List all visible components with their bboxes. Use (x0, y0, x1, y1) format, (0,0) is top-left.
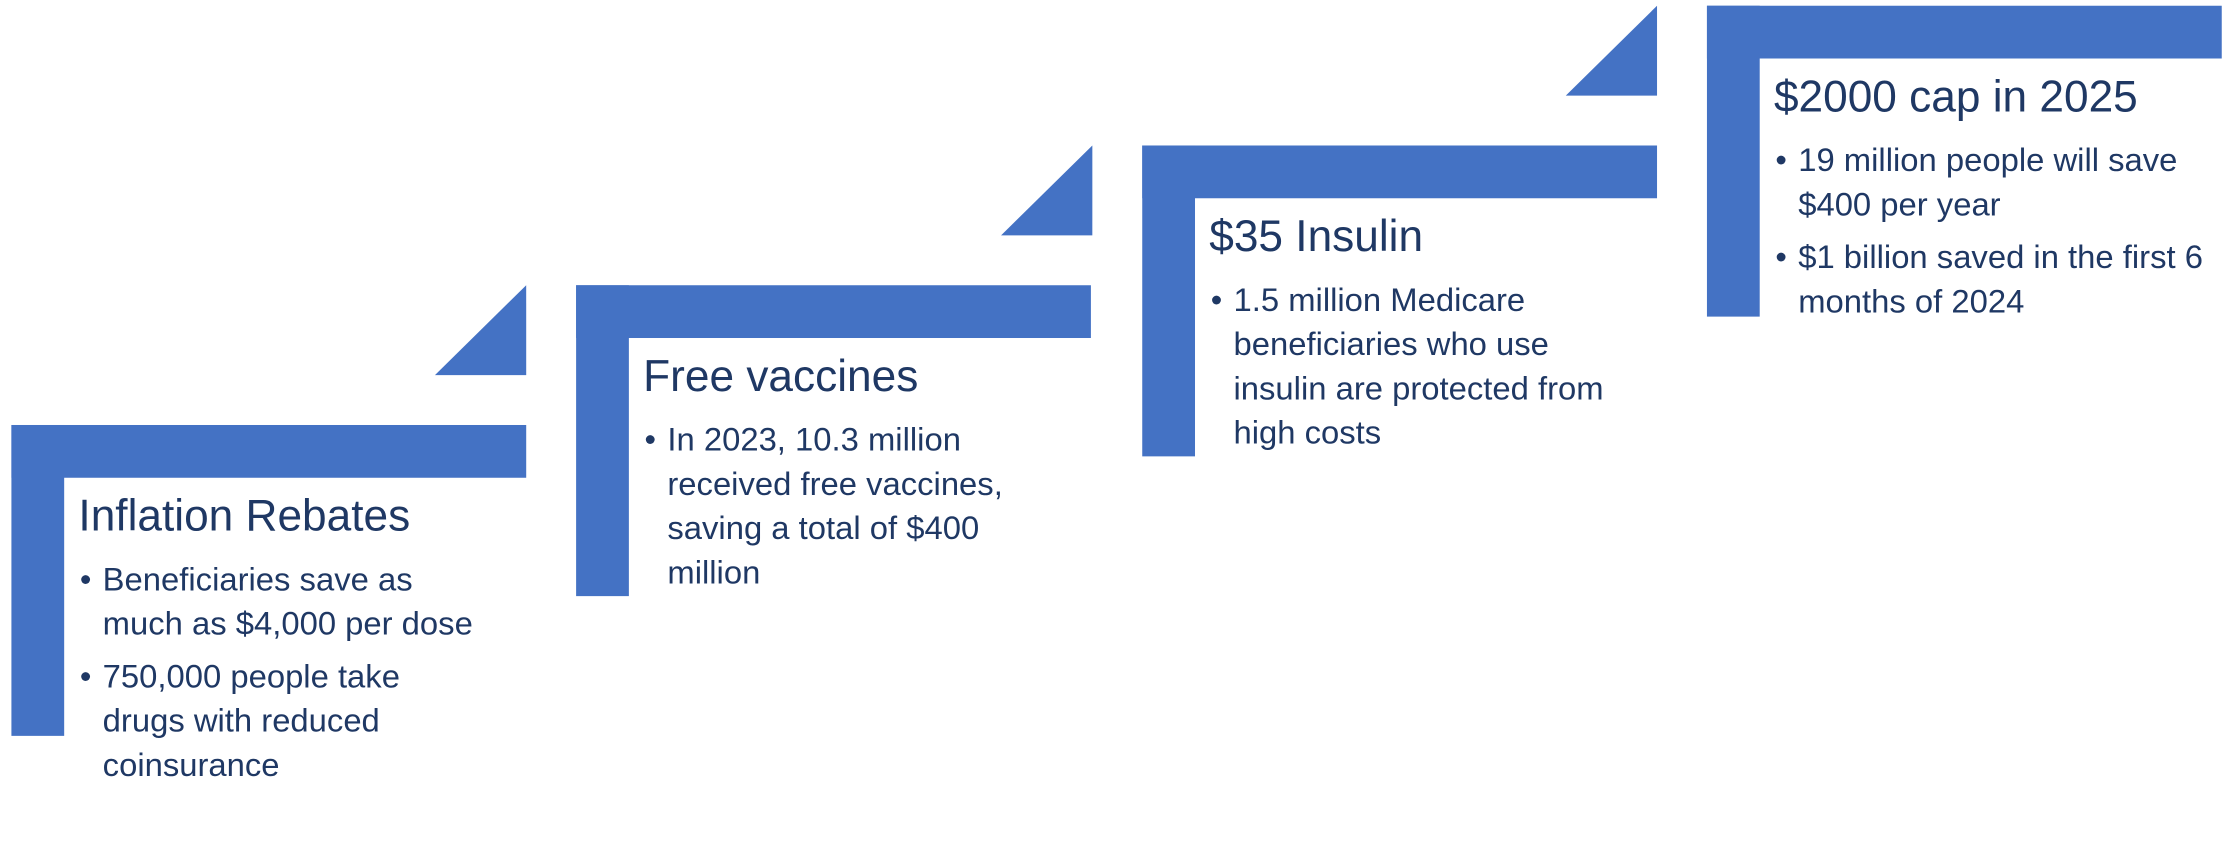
bullet: 1.5 million Medicare beneficiaries who u… (1211, 278, 1619, 455)
step-block: $35 Insulin 1.5 million Medicare benefici… (1209, 210, 1651, 455)
bullet: $1 billion saved in the first 6 months o… (1775, 235, 2226, 323)
bullet: 750,000 people take drugs with reduced c… (80, 655, 481, 788)
step-arrow (434, 285, 527, 376)
step: Free vaccines In 2023, 10.3 million recei… (576, 145, 1099, 720)
step-title: Free vaccines (643, 350, 919, 401)
step-bar-horizontal (11, 424, 527, 478)
step-text: $35 Insulin 1.5 million Medicare benefici… (1209, 210, 1651, 581)
step: $2000 cap in 2025 19 million people will … (1707, 6, 2236, 441)
bullet-list: In 2023, 10.3 million received free vacc… (643, 418, 1067, 595)
step: $35 Insulin 1.5 million Medicare benefici… (1142, 6, 1657, 581)
step-title: $2000 cap in 2025 (1773, 71, 2138, 122)
step-bar-vertical (1706, 5, 1760, 317)
bullet: Beneficiaries save as much as $4,000 per… (80, 558, 481, 646)
step-bar-horizontal (576, 285, 1091, 339)
step-title: Inflation Rebates (78, 490, 411, 541)
bullet-list: 1.5 million Medicare beneficiaries who u… (1209, 278, 1618, 455)
step-bar-horizontal (1142, 145, 1658, 199)
step-block: Inflation Rebates Beneficiaries save as m… (78, 489, 513, 787)
step-arrow (1565, 5, 1658, 96)
bullet: 19 million people will save $400 per yea… (1775, 138, 2226, 226)
bullet: In 2023, 10.3 million received free vacc… (645, 418, 1066, 595)
step-bar-vertical (576, 285, 629, 597)
step: Inflation Rebates Beneficiaries save as m… (11, 285, 526, 842)
step-text: Inflation Rebates Beneficiaries save as m… (78, 489, 513, 842)
step-bar-horizontal (1706, 5, 2222, 59)
step-bar-vertical (1142, 145, 1196, 457)
step-arrow (1001, 145, 1093, 236)
step-block: Free vaccines In 2023, 10.3 million recei… (643, 349, 1099, 594)
step-bar-vertical (11, 424, 65, 736)
step-title: $35 Insulin (1209, 211, 1424, 262)
bullet-list: Beneficiaries save as much as $4,000 per… (78, 558, 480, 788)
step-text: $2000 cap in 2025 19 million people will … (1774, 70, 2236, 441)
step-text: Free vaccines In 2023, 10.3 million recei… (643, 349, 1099, 720)
bullet-list: 19 million people will save $400 per yea… (1774, 138, 2226, 323)
step-block: $2000 cap in 2025 19 million people will … (1774, 70, 2236, 324)
